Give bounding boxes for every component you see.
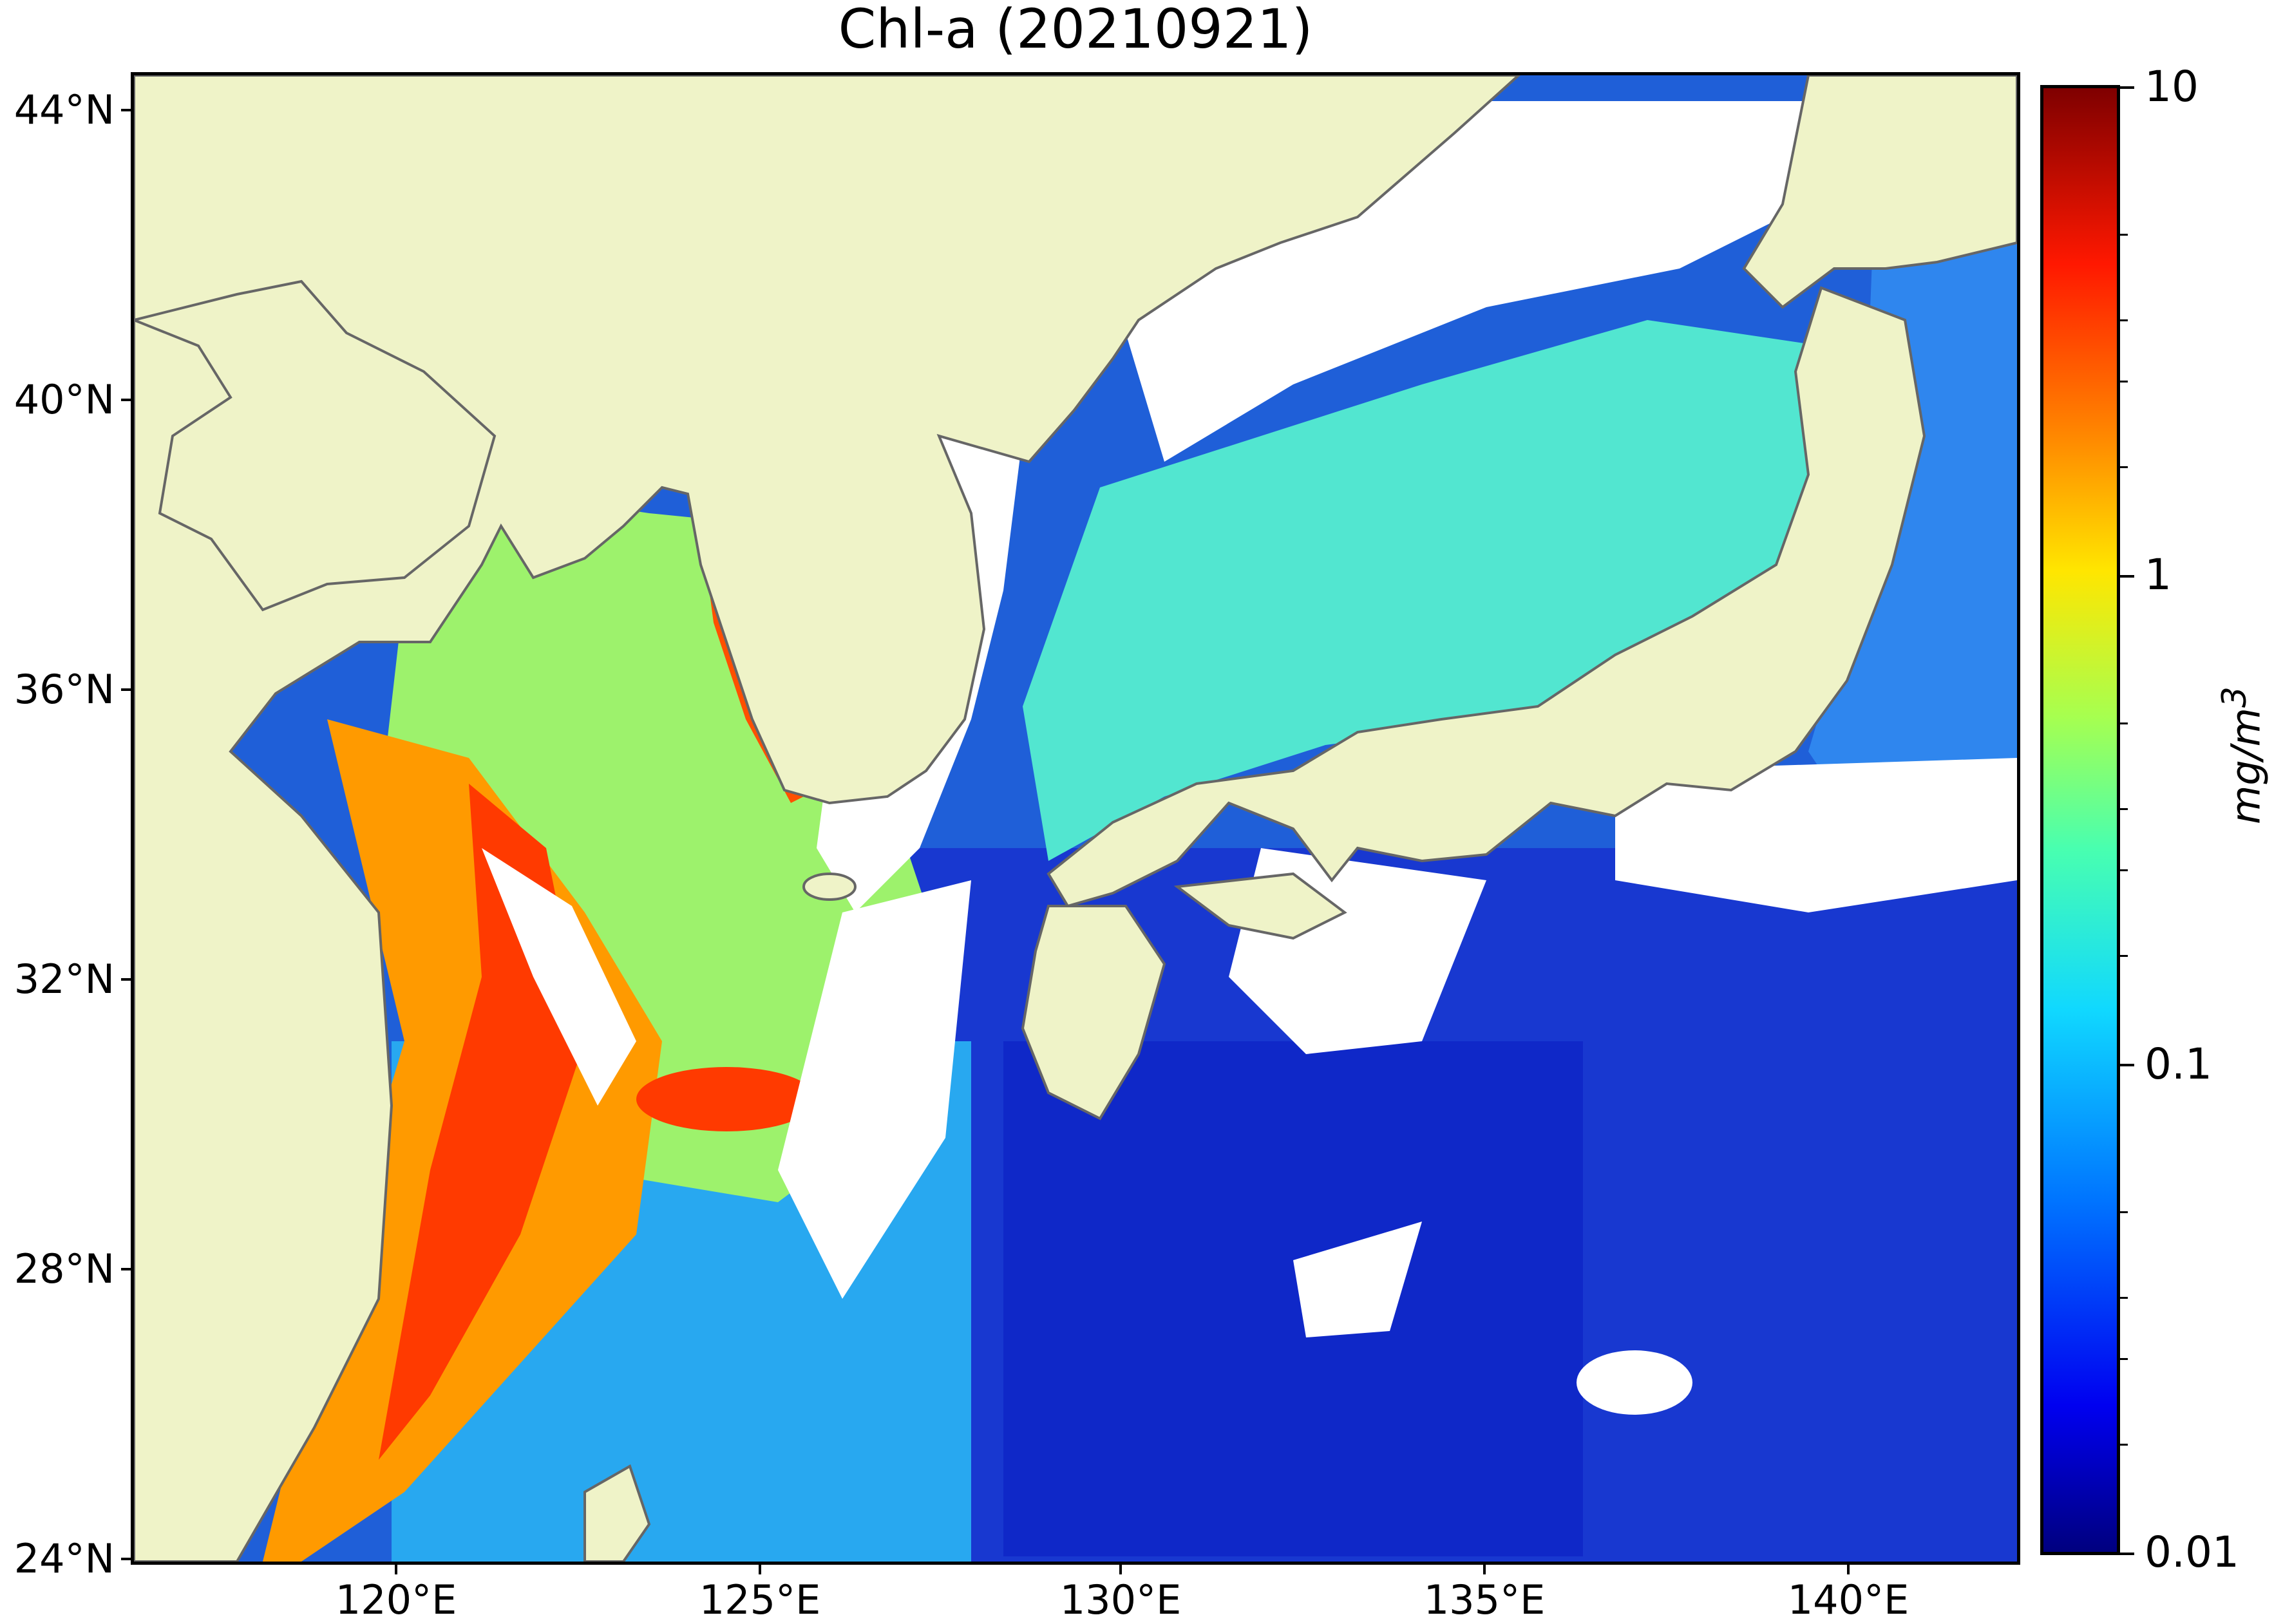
low-chl-region xyxy=(1003,1041,1583,1556)
lat-tick xyxy=(121,1268,131,1270)
east-sea-chl xyxy=(1023,320,1905,861)
lat-label-40n: 40°N xyxy=(14,376,115,423)
shikoku-landmass xyxy=(1173,872,1347,940)
lon-tick xyxy=(1483,1565,1486,1574)
lon-label-140e: 140°E xyxy=(1787,1576,1909,1623)
cloud-mask-changjiang xyxy=(482,848,636,1106)
colorbar-minor-tick xyxy=(2120,955,2128,957)
cloud-mask-south xyxy=(1293,1222,1422,1337)
lon-label-135e: 135°E xyxy=(1423,1576,1546,1623)
colorbar-units-exponent: 3 xyxy=(2215,686,2254,708)
hokkaido-landmass xyxy=(1742,75,2017,309)
colorbar-label-0.01: 0.01 xyxy=(2145,1527,2239,1577)
lon-label-120e: 120°E xyxy=(335,1576,457,1623)
colorbar-minor-tick xyxy=(2120,1358,2128,1360)
lat-tick xyxy=(121,978,131,981)
colorbar-minor-tick xyxy=(2120,1444,2128,1446)
lon-tick xyxy=(1119,1565,1122,1574)
lon-tick xyxy=(395,1565,397,1574)
lat-label-32n: 32°N xyxy=(14,956,115,1003)
lat-tick xyxy=(121,688,131,691)
colorbar-minor-tick xyxy=(2120,234,2128,236)
colorbar-label-1: 1 xyxy=(2145,550,2172,600)
colorbar-minor-tick xyxy=(2120,1297,2128,1299)
cloud-mask-kyushu xyxy=(778,880,971,1299)
lat-label-44n: 44°N xyxy=(14,86,115,133)
colorbar-label-10: 10 xyxy=(2145,62,2199,111)
colorbar xyxy=(2040,85,2120,1555)
lat-tick xyxy=(121,1558,131,1560)
colorbar-major-tick xyxy=(2120,575,2134,578)
offshore-bloom-patch xyxy=(636,1067,817,1131)
lat-label-24n: 24°N xyxy=(14,1535,115,1582)
colorbar-major-tick xyxy=(2120,1064,2134,1066)
lon-tick xyxy=(759,1565,761,1574)
colorbar-label-0.1: 0.1 xyxy=(2145,1039,2212,1089)
cloud-mask-small xyxy=(1577,1350,1692,1415)
colorbar-minor-tick xyxy=(2120,722,2128,724)
map-canvas xyxy=(134,75,2017,1562)
lat-label-28n: 28°N xyxy=(14,1245,115,1292)
lat-tick xyxy=(121,399,131,401)
taiwan-landmass xyxy=(583,1464,651,1562)
colorbar-minor-tick xyxy=(2120,466,2128,468)
map-title: Chl-a (20210921) xyxy=(838,0,1313,61)
colorbar-minor-tick xyxy=(2120,1211,2128,1213)
cloud-mask-east xyxy=(1615,758,2017,912)
lon-label-130e: 130°E xyxy=(1059,1576,1182,1623)
colorbar-units-base: mg/m xyxy=(2222,707,2269,824)
kyushu-landmass xyxy=(1021,905,1166,1120)
colorbar-units: mg/m3 xyxy=(2215,686,2269,824)
colorbar-minor-tick xyxy=(2120,869,2128,871)
colorbar-minor-tick xyxy=(2120,381,2128,382)
lon-label-125e: 125°E xyxy=(699,1576,821,1623)
lat-tick xyxy=(121,109,131,111)
colorbar-major-tick xyxy=(2120,86,2134,89)
jeju-island xyxy=(802,873,857,901)
colorbar-major-tick xyxy=(2120,1553,2134,1555)
pacific-east-chl xyxy=(1808,243,2017,848)
colorbar-minor-tick xyxy=(2120,808,2128,810)
lon-tick xyxy=(1847,1565,1850,1574)
japan-honshu-landmass xyxy=(1047,286,1926,908)
colorbar-minor-tick xyxy=(2120,319,2128,321)
lat-label-36n: 36°N xyxy=(14,666,115,713)
chlorophyll-map xyxy=(131,72,2020,1565)
liaodong-landmass xyxy=(134,279,497,612)
